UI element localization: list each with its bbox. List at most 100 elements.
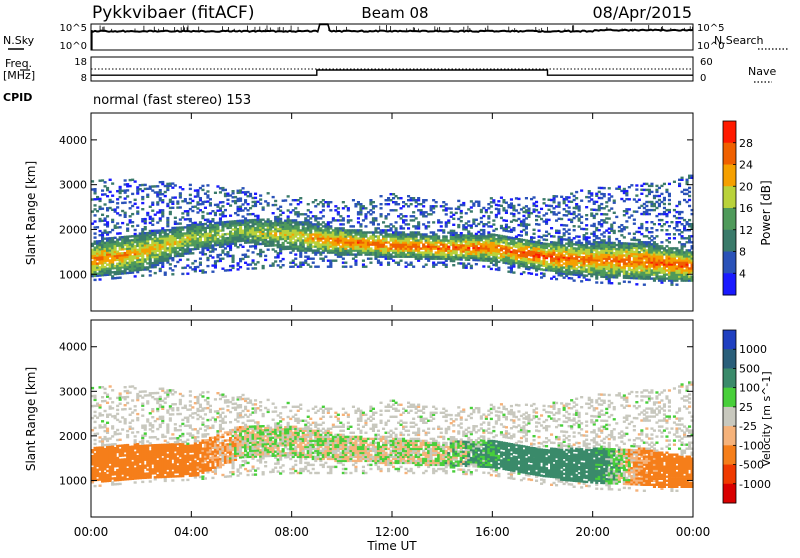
heatmap-cell — [294, 258, 297, 260]
heatmap-cell — [267, 204, 270, 206]
heatmap-cell — [668, 237, 671, 239]
heatmap-cell — [678, 201, 681, 203]
heatmap-cell — [603, 187, 606, 189]
heatmap-cell — [199, 258, 202, 260]
heatmap-cell — [249, 263, 252, 265]
heatmap-cell — [146, 212, 149, 214]
heatmap-cell — [159, 217, 162, 219]
heatmap-cell — [151, 202, 154, 204]
heatmap-cell — [94, 204, 97, 206]
heatmap-cell — [533, 196, 536, 198]
heatmap-cell — [309, 211, 312, 213]
heatmap-cell — [497, 267, 500, 269]
heatmap-cell — [407, 205, 410, 207]
heatmap-cell — [457, 200, 460, 202]
heatmap-cell — [535, 219, 538, 221]
heatmap-cell — [568, 206, 571, 208]
heatmap-cell — [668, 209, 671, 211]
heatmap-cell — [482, 265, 485, 267]
heatmap-cell — [633, 237, 636, 239]
heatmap-cell — [282, 258, 285, 260]
heatmap-cell — [568, 233, 571, 235]
heatmap-cell — [206, 190, 209, 192]
heatmap-cell — [623, 281, 626, 283]
heatmap-cell — [354, 205, 357, 207]
heatmap-cell — [364, 207, 367, 209]
heatmap-cell — [467, 263, 470, 265]
heatmap-cell — [500, 205, 503, 207]
heatmap-cell — [239, 266, 242, 268]
heatmap-cell — [129, 185, 132, 187]
heatmap-cell — [354, 260, 357, 262]
heatmap-cell — [181, 228, 184, 230]
heatmap-cell — [199, 262, 202, 264]
heatmap-cell — [512, 205, 515, 207]
heatmap-cell — [111, 261, 114, 263]
heatmap-cell — [487, 217, 490, 219]
heatmap-cell — [201, 185, 204, 187]
heatmap-cell — [505, 212, 508, 214]
heatmap-cell — [124, 212, 127, 214]
heatmap-cell — [387, 262, 390, 264]
heatmap-cell — [154, 272, 157, 274]
heatmap-cell — [116, 222, 119, 224]
heatmap-cell — [364, 266, 367, 268]
heatmap-cell — [327, 205, 330, 207]
heatmap-cell — [535, 273, 538, 275]
heatmap-cell — [520, 234, 523, 236]
heatmap-cell — [425, 199, 428, 201]
heatmap-cell — [254, 247, 257, 249]
heatmap-cell — [613, 242, 616, 244]
heatmap-cell — [196, 266, 199, 268]
heatmap-cell — [146, 194, 149, 196]
heatmap-cell — [151, 218, 154, 220]
heatmap-cell — [209, 212, 212, 214]
heatmap-cell — [232, 255, 235, 257]
heatmap-cell — [247, 256, 250, 258]
heatmap-cell — [226, 251, 229, 253]
heatmap-cell — [578, 205, 581, 207]
heatmap-cell — [588, 236, 591, 238]
heatmap-cell — [668, 241, 671, 243]
heatmap-cell — [129, 215, 132, 217]
heatmap-cell — [452, 230, 455, 232]
noise-sky-label: N.Sky — [3, 34, 35, 47]
heatmap-cell — [460, 232, 463, 234]
heatmap-cell — [608, 217, 611, 219]
heatmap-cell — [585, 232, 588, 234]
heatmap-cell — [517, 212, 520, 214]
heatmap-cell — [538, 230, 541, 232]
heatmap-cell — [397, 203, 400, 205]
heatmap-cell — [490, 205, 493, 207]
heatmap-cell — [229, 204, 232, 206]
heatmap-cell — [470, 267, 473, 269]
heatmap-cell — [232, 265, 235, 267]
heatmap-cell — [628, 232, 631, 234]
heatmap-cell — [578, 213, 581, 215]
heatmap-cell — [226, 199, 229, 201]
heatmap-cell — [169, 263, 172, 265]
heatmap-cell — [224, 189, 227, 191]
heatmap-cell — [257, 215, 260, 217]
heatmap-cell — [470, 200, 473, 202]
heatmap-cell — [267, 202, 270, 204]
heatmap-cell — [535, 205, 538, 207]
heatmap-cell — [445, 213, 448, 215]
date-label: 08/Apr/2015 — [592, 3, 692, 22]
heatmap-cell — [211, 218, 214, 220]
heatmap-cell — [239, 197, 242, 199]
heatmap-cell — [595, 281, 598, 283]
heatmap-cell — [505, 202, 508, 204]
heatmap-cell — [510, 198, 513, 200]
heatmap-cell — [159, 189, 162, 191]
noise-left-tick-bottom: 10^0 — [60, 41, 87, 52]
heatmap-cell — [329, 201, 332, 203]
heatmap-cell — [372, 201, 375, 203]
heatmap-cell — [500, 217, 503, 219]
heatmap-cell — [500, 197, 503, 199]
heatmap-cell — [352, 199, 355, 201]
heatmap-cell — [633, 223, 636, 225]
heatmap-cell — [613, 230, 616, 232]
heatmap-cell — [189, 184, 192, 186]
heatmap-cell — [387, 213, 390, 215]
